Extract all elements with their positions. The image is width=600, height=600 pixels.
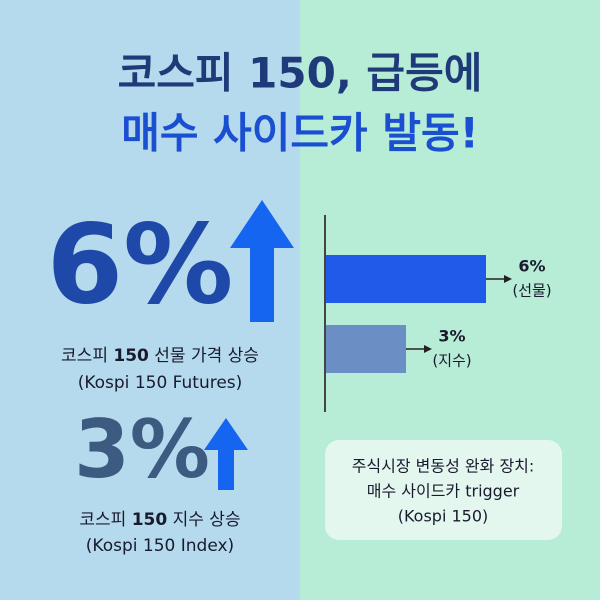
label-bold: 150: [113, 346, 149, 366]
info-box: [325, 440, 562, 540]
category-label: (선물): [512, 282, 551, 300]
value-label: 6%: [518, 257, 545, 276]
info-text: 주식시장 변동성 완화 장치:: [352, 457, 535, 476]
up-arrow: [230, 200, 294, 322]
big-stat: 6%: [47, 200, 234, 328]
stat-note: (Kospi 150 Futures): [78, 373, 243, 393]
bar: [326, 325, 406, 373]
label-text: 선물 가격 상승: [154, 346, 259, 366]
headline: 코스피 150, 급등에: [118, 49, 483, 98]
up-arrow: [204, 418, 248, 490]
info-text: 매수 사이드카 trigger: [367, 482, 520, 501]
pointer-head: [504, 275, 512, 283]
category-label: (지수): [432, 352, 471, 370]
stat-label: 코스피 150 선물 가격 상승: [61, 346, 259, 366]
label-text: 코스피: [79, 510, 126, 530]
value-label: 3%: [438, 327, 465, 346]
bar: [326, 255, 486, 303]
label-bold: 150: [132, 510, 168, 530]
label-text: 지수 상승: [173, 510, 241, 530]
bar-chart: 6% (선물) 3% (지수): [326, 255, 552, 373]
stat-label: 코스피 150 지수 상승: [79, 510, 240, 530]
big-stat: 3%: [74, 403, 210, 496]
label-text: 코스피: [61, 346, 108, 366]
info-text: (Kospi 150): [398, 507, 489, 526]
stat-note: (Kospi 150 Index): [86, 536, 234, 556]
pointer-head: [424, 345, 432, 353]
headline: 매수 사이드카 발동!: [121, 109, 479, 158]
